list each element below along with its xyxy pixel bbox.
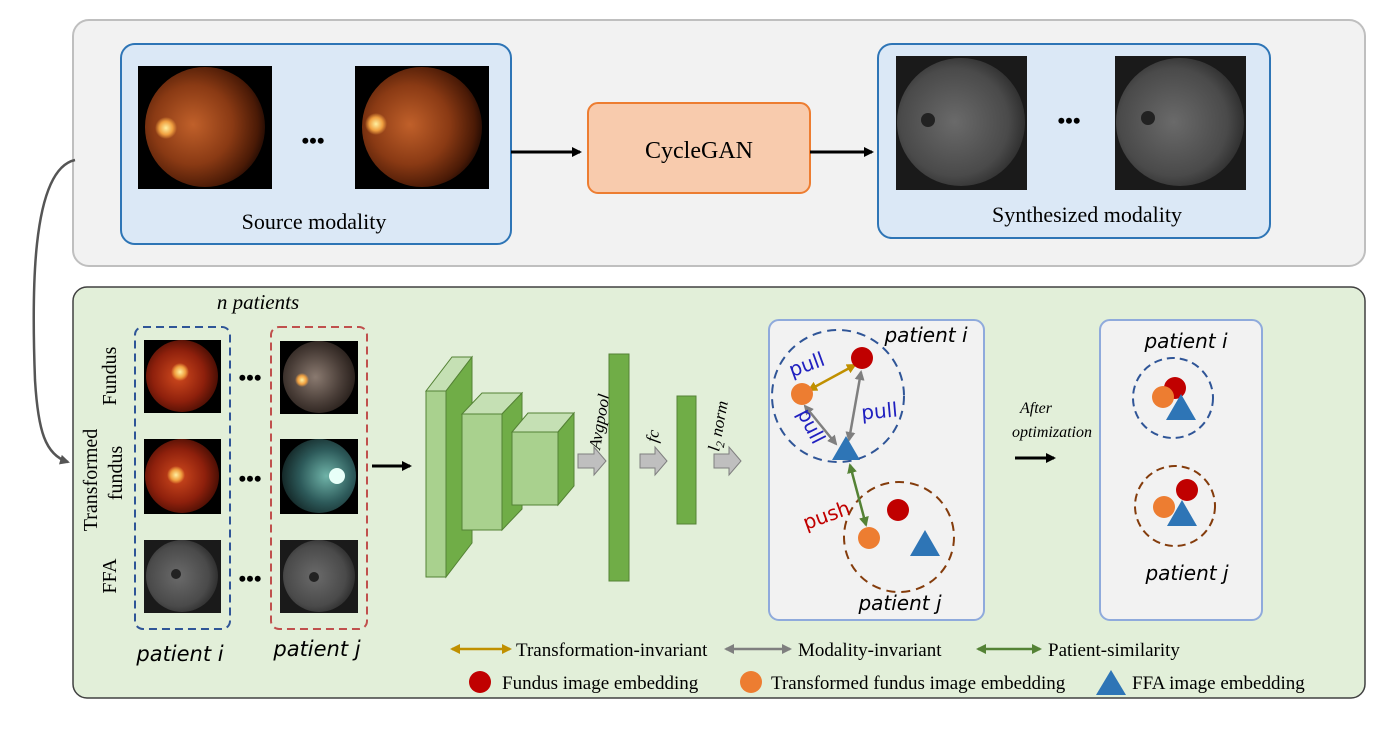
ffa-embedding-j [910,530,940,556]
fundus-embedding-j-after [1176,479,1198,501]
modality-pull-arrow-right [845,370,865,442]
patient-i-label-left: patient i [135,642,223,666]
source-image-1-disc [155,117,177,139]
synth-ellipsis: ••• [1057,108,1080,133]
avgpool-bar [608,353,630,582]
patient-j-ffa-retina [283,540,355,612]
optimization-label: optimization [1012,424,1092,441]
synth-image-2-macula [1141,111,1155,125]
fc-label: fc [642,428,663,444]
fundus-embedding-i [851,347,873,369]
fc-arrow [639,445,668,477]
patient-i-fundus-disc [171,363,189,381]
l2-arrow [713,445,742,477]
legend-ffa-marker [1096,670,1126,695]
source-image-1-fundus [145,67,265,187]
row-label-ffa: FFA [99,558,121,594]
source-modality-label: Source modality [242,209,387,234]
after-label: After [1019,400,1053,417]
patient-i-cluster-before [771,329,905,463]
ffa-embedding-i-after [1166,394,1196,420]
patient-i-label-before: patient i [883,323,968,347]
patient-i-ffa-macula [171,569,181,579]
patient-push-arrow [847,463,869,527]
ffa-embedding-i [832,436,860,460]
connector-arrow [32,158,76,465]
patient-j-transformed-disc [329,468,345,484]
n-patients-label: n patients [217,290,299,314]
source-image-2-fundus [362,67,482,187]
transformed-embedding-j [858,527,880,549]
transformed-embedding-i [791,383,813,405]
patient-j-label-after: patient j [1144,561,1229,585]
patient-j-cluster-before [843,481,955,593]
modality-pull-arrow-left [803,404,838,446]
patient-i-cluster-after [1132,357,1214,439]
row1-ellipsis: ••• [238,365,261,390]
patient-i-label-after: patient i [1143,329,1228,353]
patient-j-cluster-after [1134,465,1216,547]
legend-fundus-marker [469,671,491,693]
patient-i-group [134,326,231,630]
cnn-block-3 [510,411,576,507]
fundus-embedding-j [887,499,909,521]
source-image-2-disc [365,113,387,135]
patient-j-label-before: patient j [857,591,942,615]
synth-image-2-ffa [1116,58,1244,186]
bottom-panel [72,286,1366,699]
cyclegan-label: CycleGAN [645,138,753,164]
patient-i-transformed-disc [167,466,185,484]
patient-j-group [270,326,368,630]
fc-bar [676,395,697,525]
pull-label-right: pull [860,397,898,424]
patient-j-fundus-disc [295,373,309,387]
avgpool-arrow [577,445,607,477]
cyclegan-box [587,102,811,194]
synth-image-1-macula [921,113,935,127]
row-label-fundus: Fundus [99,346,121,405]
legend-transformed-label: Transformed fundus image embedding [771,673,1066,694]
legend-fundus-label: Fundus image embedding [502,673,699,694]
patient-j-transformed-retina [282,439,356,513]
row-label-transformed-2: fundus [105,446,127,501]
row2-ellipsis: ••• [238,466,261,491]
patient-j-fundus-retina [283,341,355,413]
row-label-transformed-1: Transformed [80,429,102,532]
transformed-embedding-i-after [1152,386,1174,408]
transform-pull-arrow [807,363,857,392]
legend-transformed-marker [740,671,762,693]
synth-image-1-ffa [897,58,1025,186]
synth-modality-label: Synthesized modality [992,202,1182,227]
optimized-space-panel [1099,319,1263,621]
ffa-embedding-j-after [1167,500,1197,526]
patient-i-ffa-retina [146,540,218,612]
legend-ffa-label: FFA image embedding [1132,673,1305,694]
source-ellipsis: ••• [301,128,324,153]
patient-j-label-left: patient j [272,637,360,661]
patient-j-ffa-macula [309,572,319,582]
legend-transformation-label: Transformation-invariant [516,640,708,661]
legend-modality-label: Modality-invariant [798,640,942,661]
legend-patient-label: Patient-similarity [1048,640,1180,661]
row3-ellipsis: ••• [238,566,261,591]
transformed-embedding-j-after [1153,496,1175,518]
